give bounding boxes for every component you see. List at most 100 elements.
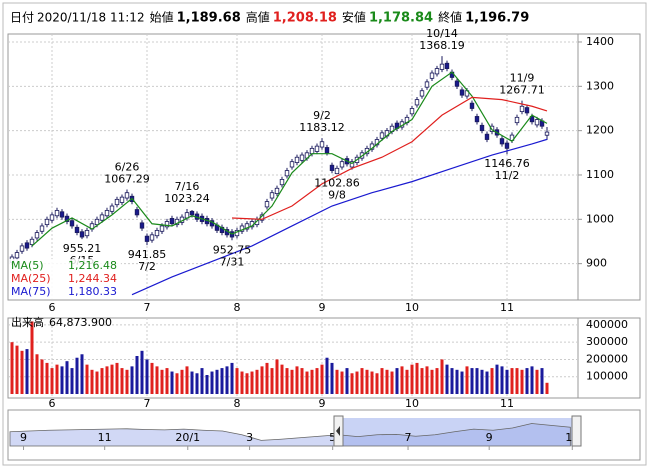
candle-body [454,80,460,87]
price-axis-panel [577,33,641,301]
volume-bar [255,369,259,394]
candle-body [309,147,315,155]
volume-bar [305,371,309,394]
volume-bar [140,350,144,394]
volume-bar [130,366,134,394]
volume-bar [475,368,479,394]
candle-body [524,107,530,114]
x-tick-label: 10 [405,397,419,410]
candle-body [499,138,505,145]
candle-body [434,68,440,75]
volume-bar [110,364,114,394]
ma-line [31,71,548,247]
volume-bar [340,371,344,394]
x-tick-label: 9 [319,301,326,314]
volume-bar [20,350,24,394]
candle-body [114,198,120,206]
candle-body [519,105,525,112]
volume-bar [295,366,299,394]
volume-bar [375,373,379,394]
volume-bar [355,371,359,394]
candle-body [14,252,20,259]
candle-body [314,145,320,152]
volume-bar [345,368,349,394]
volume-bar [45,362,49,394]
navigator-area [9,423,571,447]
volume-bar [390,371,394,394]
volume-bar [115,362,119,394]
annotation-value: 955.21 [63,242,102,255]
annotation-value: 1183.12 [299,121,345,134]
volume-bar [290,369,294,394]
candle-body [349,161,355,168]
candle-body [514,116,520,124]
volume-bar [15,345,19,394]
volume-bar [60,366,64,394]
candle-body [44,218,50,226]
candle-body [134,209,140,216]
volume-bar [210,371,214,394]
candle-body [34,232,40,239]
volume-bar [205,375,209,394]
x-tick-label: 11 [500,301,514,314]
volume-bar [235,368,239,394]
candle-body [144,235,150,242]
candle-body [64,215,70,222]
y-tick-label: 1200 [586,124,614,137]
volume-bar [150,362,154,394]
volume-bar [300,368,304,394]
annotation-value: 1102.86 [314,177,360,190]
volume-bar [80,354,84,394]
header-value: 1,196.79 [465,11,529,26]
volume-bar [240,371,244,394]
candle-body [59,211,65,218]
volume-bar [285,368,289,394]
volume-bar [535,369,539,394]
volume-bar [515,368,519,394]
volume-bar [25,349,29,394]
x-tick-label: 11 [98,431,112,444]
y-tick-label: 1300 [586,79,614,92]
header-label: 日付 [10,11,34,25]
candle-body [419,90,425,97]
volume-bar [510,368,514,394]
annotation-date: 10/14 [426,27,458,40]
volume-bar [280,364,284,394]
candle-body [379,132,385,139]
candle-body [244,223,250,230]
candle-body [94,218,100,226]
candle-body [439,63,445,70]
volume-bar [10,342,14,394]
navigator-selection[interactable] [338,418,578,446]
annotation-date: 11/9 [510,72,535,85]
volume-bar [225,366,229,394]
candle-body [544,131,550,136]
volume-bar [195,373,199,394]
navigator-handle-right[interactable] [571,415,582,447]
candle-body [294,156,300,163]
y-tick-label: 900 [586,257,607,270]
volume-bar [100,368,104,394]
y-tick-label: 1000 [586,212,614,225]
candle-body [29,238,35,245]
header-label: 高値 [246,10,270,25]
volume-bar [430,369,434,394]
volume-bar [245,373,249,394]
y-tick-label: 100000 [586,370,628,383]
annotation-value: 941.85 [128,248,167,261]
candle-body [444,62,450,69]
volume-bar [275,359,279,394]
annotation-date: 9/2 [313,109,331,122]
candle-body [289,161,295,168]
x-tick-label: 6 [49,397,56,410]
annotation-date: 11/2 [495,169,520,182]
candle-body [149,234,155,241]
annotation-date: 7/2 [138,260,156,273]
x-tick-label: 8 [234,301,241,314]
candle-body [124,192,130,199]
candle-body [169,218,175,225]
y-tick-label: 1400 [586,35,614,48]
candle-body [54,210,60,217]
x-tick-label: 3 [246,431,253,444]
volume-bar [455,369,459,394]
